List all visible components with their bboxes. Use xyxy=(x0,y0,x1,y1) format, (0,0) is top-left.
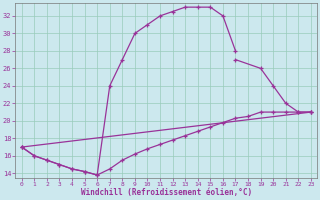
X-axis label: Windchill (Refroidissement éolien,°C): Windchill (Refroidissement éolien,°C) xyxy=(81,188,252,197)
